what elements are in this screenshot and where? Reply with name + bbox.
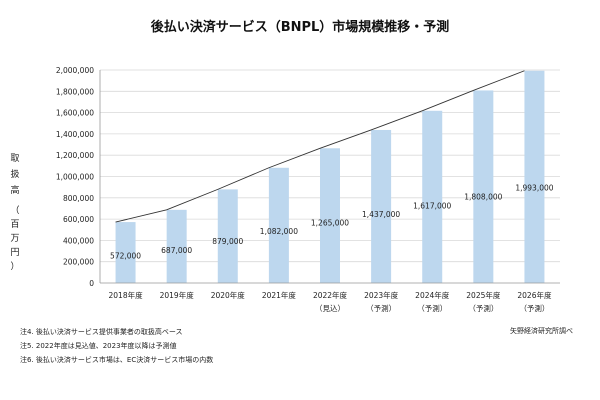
x-tick-sublabel: （予測）	[366, 303, 396, 313]
data-label: 1,265,000	[311, 218, 349, 227]
data-label: 1,993,000	[515, 183, 553, 192]
value-labels: 572,000 687,000 879,000 1,082,000 1,265,000 1…	[110, 183, 554, 260]
data-label: 1,082,000	[260, 227, 298, 236]
y-axis-label-char: 取	[10, 154, 20, 164]
data-label: 687,000	[161, 246, 192, 255]
y-tick-label: 1,200,000	[56, 151, 94, 160]
y-tick-label: 0	[89, 279, 94, 288]
bar	[320, 148, 340, 283]
data-label: 1,437,000	[362, 210, 400, 219]
y-tick-label: 600,000	[63, 215, 94, 224]
bar	[371, 129, 392, 283]
data-label: 879,000	[212, 237, 243, 246]
x-tick-label: 2024年度	[415, 290, 450, 300]
note-6: 注6. 後払い決済サービス市場は、EC決済サービス市場の内数	[20, 356, 214, 364]
x-tick-label: 2025年度	[466, 290, 501, 300]
chart-title: 後払い決済サービス（BNPL）市場規模推移・予測	[150, 20, 450, 35]
axes: 0 200,000 400,000 600,000 800,000 1,000,000 1,…	[56, 66, 560, 313]
x-tick-label: 2021年度	[262, 290, 297, 300]
y-tick-label: 1,400,000	[56, 130, 94, 139]
data-label: 1,617,000	[413, 202, 451, 211]
x-tick-sublabel: （予測）	[519, 303, 549, 313]
bar	[268, 167, 289, 283]
x-tick-label: 2018年度	[109, 290, 144, 300]
y-axis-label-char: 万	[10, 234, 20, 244]
data-label: 572,000	[110, 252, 141, 261]
bar	[473, 90, 494, 283]
bar	[422, 110, 443, 284]
note-4: 注4. 後払い決済サービス提供事業者の取扱高ベース	[20, 328, 183, 336]
bar	[115, 222, 136, 283]
y-axis-label-char: 円	[10, 248, 20, 258]
x-tick-label: 2020年度	[211, 290, 246, 300]
x-tick-label: 2019年度	[160, 290, 195, 300]
y-axis-label-char: 百	[10, 220, 20, 230]
source-credit: 矢野経済研究所調べ	[510, 327, 573, 335]
x-tick-sublabel: （見込）	[315, 304, 345, 313]
bar	[166, 209, 187, 283]
y-axis-label-char: （	[10, 206, 20, 216]
data-label: 1,808,000	[464, 192, 502, 201]
y-tick-label: 800,000	[63, 194, 94, 203]
x-tick-sublabel: （予測）	[417, 303, 447, 313]
bar	[524, 70, 545, 283]
x-tick-label: 2026年度	[517, 290, 552, 300]
y-tick-label: 400,000	[63, 236, 94, 245]
y-tick-label: 1,600,000	[56, 109, 94, 118]
trend-line-path	[115, 70, 525, 223]
y-axis-label-char: ）	[10, 262, 20, 272]
y-axis-label-char: 扱	[10, 170, 20, 180]
x-tick-label: 2023年度	[364, 290, 399, 300]
bar	[217, 189, 238, 283]
trend-line	[115, 70, 525, 223]
y-tick-label: 1,800,000	[56, 87, 94, 96]
y-tick-label: 1,000,000	[56, 173, 94, 182]
y-tick-label: 2,000,000	[56, 66, 94, 75]
bars	[115, 70, 545, 284]
x-tick-sublabel: （予測）	[468, 303, 498, 313]
y-axis-label-char: 高	[10, 186, 20, 196]
note-5: 注5. 2022年度は見込値、2023年度以降は予測値	[20, 342, 177, 350]
y-tick-label: 200,000	[63, 258, 94, 267]
x-tick-label: 2022年度	[313, 290, 348, 300]
